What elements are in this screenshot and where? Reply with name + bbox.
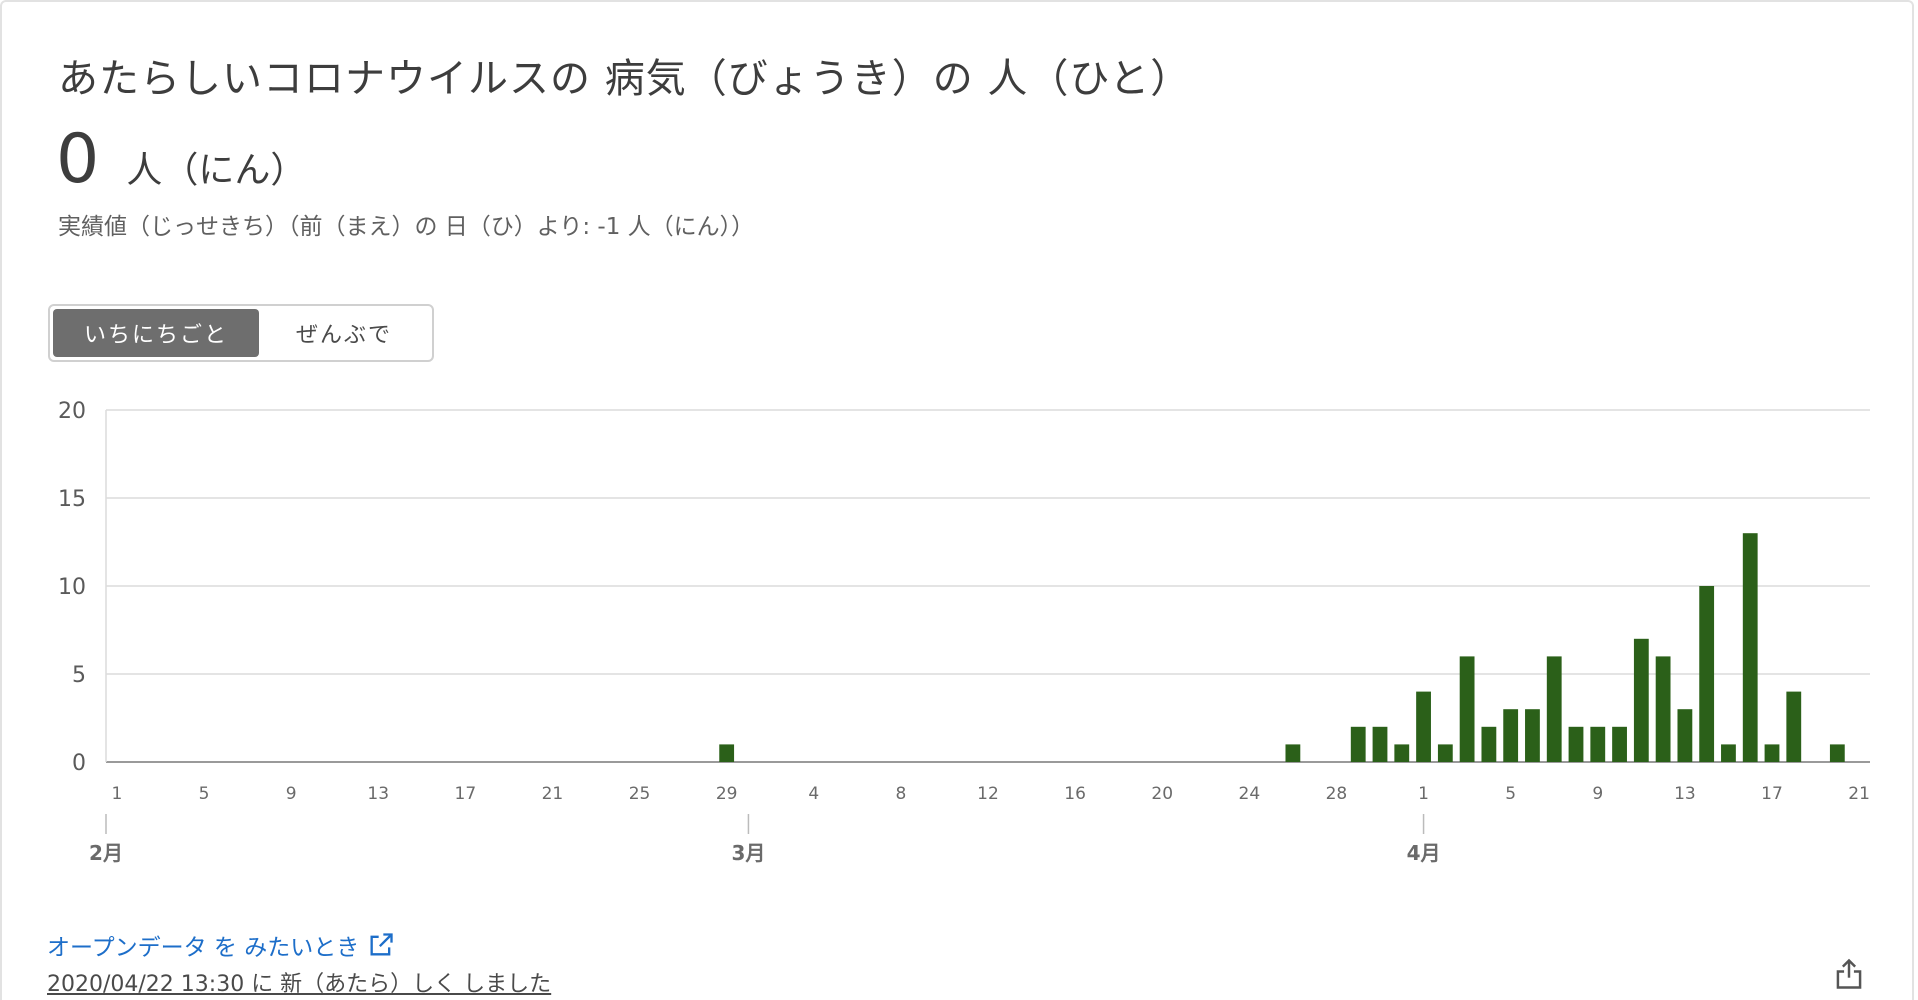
bar bbox=[1655, 656, 1671, 762]
external-link-icon bbox=[370, 933, 393, 956]
data-view-toggle: いちにちごと ぜんぶで bbox=[48, 304, 434, 362]
x-tick-label: 29 bbox=[716, 784, 738, 804]
bar bbox=[1699, 586, 1715, 762]
current-value-row: 0 人（にん） bbox=[56, 120, 306, 199]
bar bbox=[1416, 691, 1431, 762]
x-tick-label: 17 bbox=[1761, 784, 1783, 804]
x-tick-label: 24 bbox=[1239, 784, 1261, 804]
x-tick-label: 28 bbox=[1326, 784, 1348, 804]
x-tick-label: 13 bbox=[1674, 784, 1696, 804]
bar bbox=[1350, 726, 1366, 762]
y-tick-label: 10 bbox=[58, 575, 86, 600]
value-description: 実績値（じっせきち）（前（まえ）の 日（ひ）より: -1 人（にん）） bbox=[58, 214, 755, 240]
x-tick-label: 9 bbox=[1592, 784, 1603, 804]
x-tick-label: 5 bbox=[199, 784, 210, 804]
bar bbox=[1721, 744, 1736, 762]
x-tick-label: 4 bbox=[808, 784, 819, 804]
y-tick-label: 0 bbox=[72, 751, 86, 776]
open-data-link-label[interactable]: オープンデータ を みたいとき bbox=[47, 935, 360, 961]
bar bbox=[1394, 744, 1410, 762]
bar bbox=[1612, 726, 1627, 762]
bar bbox=[1633, 638, 1649, 762]
month-label: 3月 bbox=[731, 841, 765, 865]
y-tick-label: 20 bbox=[58, 399, 86, 424]
bar bbox=[1677, 709, 1693, 762]
x-tick-label: 17 bbox=[455, 784, 477, 804]
x-tick-label: 5 bbox=[1505, 784, 1516, 804]
bar bbox=[1372, 726, 1388, 762]
open-data-link[interactable]: オープンデータ を みたいとき bbox=[47, 928, 395, 962]
bar bbox=[1829, 744, 1845, 762]
month-label: 2月 bbox=[89, 841, 123, 865]
bar bbox=[1590, 726, 1606, 762]
bar bbox=[1525, 709, 1540, 762]
x-tick-label: 1 bbox=[111, 784, 122, 804]
x-tick-label: 9 bbox=[286, 784, 297, 804]
bar bbox=[1285, 744, 1301, 762]
bar bbox=[1742, 533, 1758, 762]
bar bbox=[1546, 656, 1562, 762]
x-tick-label: 12 bbox=[977, 784, 999, 804]
bar bbox=[1568, 726, 1584, 762]
share-icon[interactable] bbox=[1834, 958, 1864, 990]
daily-toggle-button[interactable]: いちにちごと bbox=[53, 309, 259, 357]
x-tick-label: 25 bbox=[629, 784, 651, 804]
bar bbox=[1481, 726, 1497, 762]
last-updated: 2020/04/22 13:30 に 新（あたら）しく しました bbox=[47, 972, 552, 997]
current-value: 0 bbox=[56, 120, 100, 199]
y-tick-label: 15 bbox=[58, 487, 86, 512]
current-value-unit: 人（にん） bbox=[126, 150, 307, 191]
bar bbox=[1764, 744, 1780, 762]
bar bbox=[719, 744, 735, 762]
x-tick-label: 20 bbox=[1151, 784, 1173, 804]
x-tick-label: 21 bbox=[1848, 784, 1870, 804]
x-tick-label: 16 bbox=[1064, 784, 1086, 804]
cumulative-toggle-button[interactable]: ぜんぶで bbox=[259, 309, 429, 357]
month-label: 4月 bbox=[1407, 841, 1441, 865]
x-tick-label: 21 bbox=[542, 784, 564, 804]
x-tick-label: 13 bbox=[367, 784, 389, 804]
x-tick-label: 8 bbox=[895, 784, 906, 804]
bar bbox=[1437, 744, 1453, 762]
bar bbox=[1503, 709, 1519, 762]
card-title: あたらしいコロナウイルスの 病気（びょうき）の 人（ひと） bbox=[58, 56, 1192, 102]
bar bbox=[1786, 691, 1802, 762]
y-tick-label: 5 bbox=[72, 663, 86, 688]
bar bbox=[1459, 656, 1475, 762]
x-tick-label: 1 bbox=[1418, 784, 1429, 804]
